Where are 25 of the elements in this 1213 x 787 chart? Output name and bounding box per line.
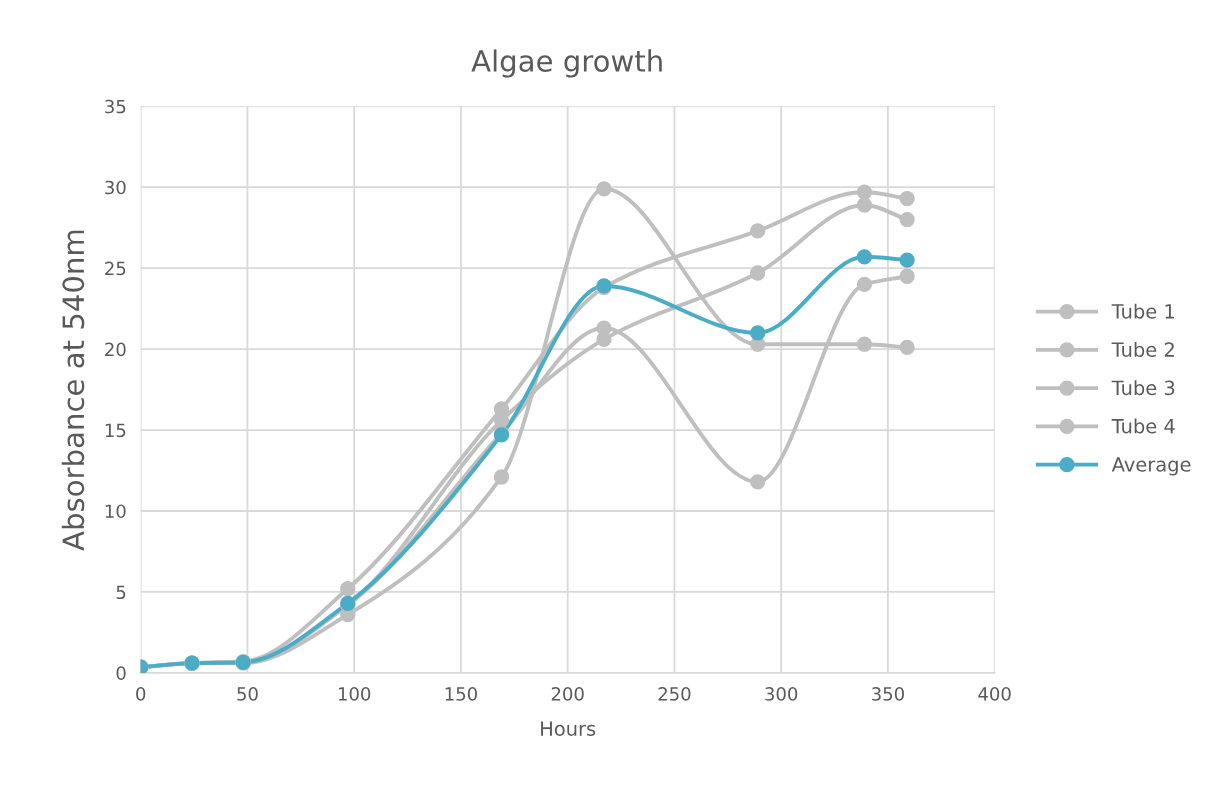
chart-title: Algae growth: [471, 49, 662, 78]
y-tick-label: 10: [105, 504, 126, 519]
x-tick-label: 300: [765, 687, 798, 701]
legend-label: Average: [1111, 457, 1191, 476]
x-tick-label: 50: [237, 687, 258, 701]
x-tick-label: 400: [978, 687, 1011, 701]
legend-label: Tube 1: [1111, 303, 1174, 319]
legend-label: Tube 3: [1111, 380, 1175, 396]
x-axis-title: Hours: [541, 721, 596, 736]
x-tick-label: 100: [338, 687, 371, 701]
x-tick-label: 150: [445, 687, 477, 701]
y-tick-label: 35: [105, 99, 126, 114]
y-axis-title: Absorbance at 540nm: [61, 230, 85, 551]
x-tick-label: 250: [658, 687, 691, 701]
legend-label: Tube 4: [1111, 418, 1175, 434]
y-tick-label: 20: [105, 342, 126, 357]
y-tick-label: 15: [105, 423, 126, 438]
y-tick-label: 5: [116, 585, 126, 600]
x-tick-label: 350: [872, 687, 904, 701]
y-tick-label: 30: [105, 180, 126, 195]
y-tick-label: 25: [105, 261, 126, 276]
y-tick-label: 0: [116, 666, 126, 680]
x-tick-label: 200: [551, 687, 584, 701]
legend-label: Tube 2: [1111, 341, 1174, 357]
x-tick-label: 0: [136, 687, 146, 701]
